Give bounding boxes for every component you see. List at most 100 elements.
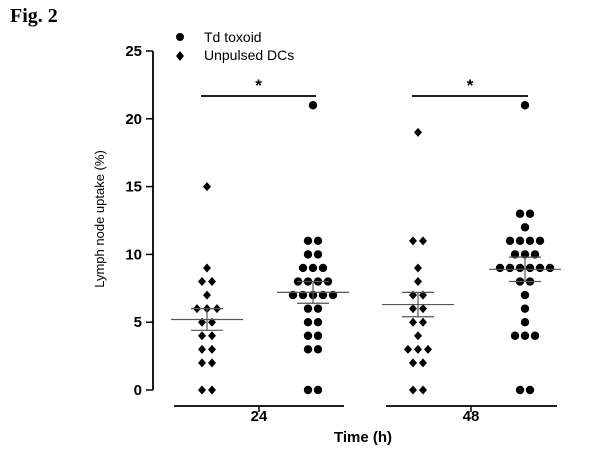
x-tick-label: 48 (463, 408, 480, 425)
data-point-diamond (409, 304, 417, 314)
data-points (193, 101, 555, 395)
data-point-circle (303, 250, 313, 259)
data-point-circle (313, 250, 323, 259)
data-point-diamond (208, 385, 216, 395)
data-point-diamond (208, 277, 216, 287)
y-tick-label: 5 (134, 314, 142, 331)
data-point-circle (525, 263, 535, 273)
data-point-circle (495, 263, 505, 273)
data-point-circle (303, 236, 313, 246)
legend-marker-diamond (176, 51, 184, 61)
data-point-circle (515, 263, 525, 273)
y-tick-label: 0 (134, 382, 142, 399)
data-point-diamond (414, 331, 422, 341)
mean-sem-bars (171, 256, 561, 331)
data-point-circle (520, 290, 530, 300)
data-point-circle (525, 385, 535, 395)
data-point-circle (313, 304, 323, 313)
data-point-circle (520, 101, 530, 110)
data-point-diamond (203, 290, 211, 300)
data-point-diamond (409, 385, 417, 395)
data-point-diamond (198, 358, 206, 368)
data-point-circle (303, 304, 313, 313)
data-point-circle (308, 263, 318, 273)
data-point-diamond (414, 127, 422, 137)
legend-label-td-toxoid: Td toxoid (204, 29, 262, 45)
data-point-circle (328, 290, 338, 300)
data-point-circle (298, 290, 308, 300)
data-point-circle (515, 209, 525, 218)
data-point-circle (535, 236, 545, 246)
data-point-circle (520, 318, 530, 327)
data-point-diamond (203, 182, 211, 192)
data-point-circle (520, 250, 530, 259)
data-point-circle (510, 331, 520, 340)
data-point-diamond (198, 385, 206, 395)
data-point-diamond (419, 317, 427, 327)
x-axis-title: Time (h) (334, 429, 392, 446)
data-point-circle (303, 385, 313, 395)
data-point-diamond (414, 277, 422, 287)
data-point-diamond (198, 331, 206, 341)
data-point-circle (505, 236, 515, 246)
y-tick-label: 25 (125, 43, 142, 60)
data-point-diamond (203, 263, 211, 273)
data-point-diamond (409, 236, 417, 246)
data-point-circle (535, 263, 545, 273)
legend-label-unpulsed-dcs: Unpulsed DCs (204, 47, 294, 63)
data-point-diamond (404, 344, 412, 354)
significance-annotations: * * (201, 76, 528, 97)
data-point-circle (313, 318, 323, 327)
data-point-circle (520, 304, 530, 313)
data-point-circle (288, 290, 298, 300)
data-point-circle (520, 331, 530, 340)
data-point-diamond (424, 344, 432, 354)
data-point-circle (510, 250, 520, 259)
data-point-circle (308, 101, 318, 110)
data-point-diamond (208, 331, 216, 341)
data-point-diamond (409, 317, 417, 327)
y-tick-label: 10 (125, 246, 142, 263)
data-point-diamond (409, 358, 417, 368)
data-point-diamond (198, 277, 206, 287)
significance-label: * (255, 76, 262, 95)
data-point-circle (515, 236, 525, 246)
data-point-circle (313, 345, 323, 354)
y-axis-title: Lymph node uptake (%) (92, 150, 107, 288)
data-point-circle (530, 250, 540, 259)
data-point-circle (313, 236, 323, 246)
legend: Td toxoid Unpulsed DCs (176, 29, 294, 63)
data-point-diamond (208, 358, 216, 368)
data-point-circle (525, 236, 535, 246)
data-point-circle (318, 290, 328, 300)
data-point-diamond (419, 304, 427, 314)
data-point-circle (520, 223, 530, 232)
legend-marker-circle (176, 33, 184, 41)
data-point-circle (545, 263, 555, 273)
data-point-circle (313, 331, 323, 340)
x-tick-label: 24 (251, 408, 268, 425)
data-point-circle (505, 263, 515, 273)
data-point-diamond (419, 385, 427, 395)
data-point-diamond (198, 344, 206, 354)
data-point-circle (515, 385, 525, 395)
y-tick-label: 15 (125, 179, 142, 196)
data-point-circle (525, 209, 535, 218)
data-point-circle (313, 385, 323, 395)
data-point-circle (303, 331, 313, 340)
data-point-circle (298, 263, 308, 273)
y-axis: 0 5 10 15 20 25 (125, 43, 154, 399)
figure-label: Fig. 2 (10, 5, 58, 27)
x-axis: 24 48 (174, 405, 557, 425)
data-point-circle (303, 318, 313, 327)
significance-label: * (467, 76, 474, 95)
data-point-circle (303, 345, 313, 354)
data-point-diamond (414, 344, 422, 354)
data-point-circle (318, 263, 328, 273)
data-point-diamond (414, 263, 422, 273)
data-point-circle (530, 331, 540, 340)
data-point-diamond (419, 236, 427, 246)
y-tick-label: 20 (125, 111, 142, 128)
data-point-diamond (419, 358, 427, 368)
